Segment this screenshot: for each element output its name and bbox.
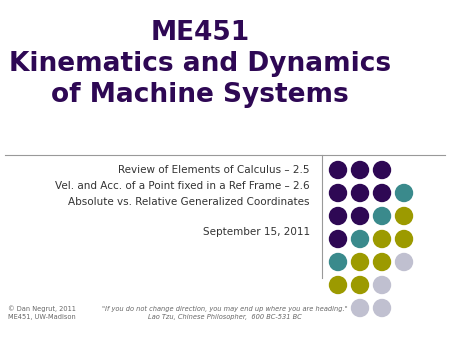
Circle shape [329, 162, 346, 178]
Circle shape [374, 208, 391, 224]
Circle shape [351, 208, 369, 224]
Circle shape [329, 254, 346, 270]
Circle shape [351, 299, 369, 316]
Circle shape [374, 276, 391, 293]
Circle shape [329, 231, 346, 247]
Circle shape [374, 185, 391, 201]
Circle shape [396, 231, 413, 247]
Text: Review of Elements of Calculus – 2.5: Review of Elements of Calculus – 2.5 [118, 165, 310, 175]
Circle shape [351, 231, 369, 247]
Text: "If you do not change direction, you may end up where you are heading."
Lao Tzu,: "If you do not change direction, you may… [102, 306, 348, 320]
Circle shape [374, 231, 391, 247]
Circle shape [396, 185, 413, 201]
Circle shape [351, 254, 369, 270]
Text: ME451
Kinematics and Dynamics
of Machine Systems: ME451 Kinematics and Dynamics of Machine… [9, 20, 391, 108]
Circle shape [374, 162, 391, 178]
Circle shape [396, 208, 413, 224]
Circle shape [374, 299, 391, 316]
Circle shape [329, 185, 346, 201]
Circle shape [374, 254, 391, 270]
Text: September 15, 2011: September 15, 2011 [203, 227, 310, 237]
Text: Absolute vs. Relative Generalized Coordinates: Absolute vs. Relative Generalized Coordi… [68, 197, 310, 207]
Text: © Dan Negrut, 2011
ME451, UW-Madison: © Dan Negrut, 2011 ME451, UW-Madison [8, 305, 76, 320]
Circle shape [351, 162, 369, 178]
Circle shape [396, 254, 413, 270]
Circle shape [351, 276, 369, 293]
Text: Vel. and Acc. of a Point fixed in a Ref Frame – 2.6: Vel. and Acc. of a Point fixed in a Ref … [55, 181, 310, 191]
Circle shape [329, 276, 346, 293]
Circle shape [329, 208, 346, 224]
Circle shape [351, 185, 369, 201]
